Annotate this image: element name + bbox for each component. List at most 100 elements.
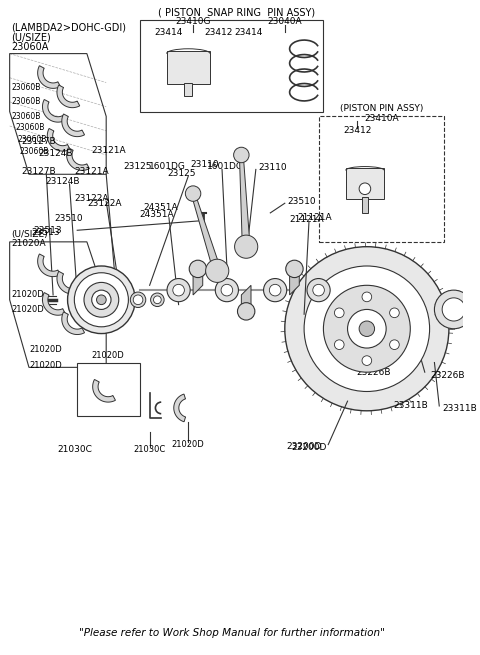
Bar: [184, 83, 192, 96]
Circle shape: [151, 293, 164, 307]
Text: 23060B: 23060B: [19, 147, 48, 156]
Circle shape: [434, 290, 473, 329]
Text: 24351A: 24351A: [143, 202, 178, 212]
Circle shape: [335, 340, 344, 350]
Text: 21020D: 21020D: [92, 351, 124, 360]
Text: 23412: 23412: [204, 28, 232, 37]
Text: 23124B: 23124B: [38, 149, 73, 158]
Text: 23121A: 23121A: [74, 167, 109, 176]
Text: 23513: 23513: [31, 228, 60, 236]
Circle shape: [362, 356, 372, 365]
Circle shape: [74, 272, 128, 327]
Text: 23060B: 23060B: [15, 123, 45, 132]
Polygon shape: [57, 85, 80, 107]
Text: 23060B: 23060B: [12, 83, 41, 92]
Circle shape: [335, 308, 344, 318]
Circle shape: [285, 247, 449, 411]
Text: 23060B: 23060B: [12, 98, 41, 106]
Polygon shape: [241, 286, 251, 316]
Text: 21030C: 21030C: [133, 445, 166, 454]
Circle shape: [238, 303, 255, 320]
Bar: [140, 20, 324, 111]
Polygon shape: [37, 66, 60, 88]
Circle shape: [167, 278, 190, 302]
Circle shape: [269, 284, 281, 296]
Text: 1601DG: 1601DG: [206, 162, 243, 171]
Text: 21020D: 21020D: [29, 345, 62, 354]
Text: 23414: 23414: [155, 28, 183, 37]
Circle shape: [390, 308, 399, 318]
Polygon shape: [62, 114, 84, 137]
Circle shape: [286, 260, 303, 278]
Circle shape: [235, 235, 258, 258]
Text: 23410G: 23410G: [175, 17, 211, 26]
Text: 21020D: 21020D: [29, 361, 62, 370]
Circle shape: [133, 295, 143, 305]
Circle shape: [173, 284, 184, 296]
Circle shape: [359, 183, 371, 195]
Polygon shape: [62, 312, 84, 335]
Circle shape: [307, 278, 330, 302]
Circle shape: [216, 278, 239, 302]
Text: 23200D: 23200D: [287, 442, 322, 451]
Circle shape: [304, 266, 430, 392]
Circle shape: [390, 340, 399, 350]
Text: 23122A: 23122A: [74, 194, 109, 203]
Circle shape: [84, 282, 119, 317]
Text: 23226B: 23226B: [356, 367, 391, 377]
Circle shape: [68, 266, 135, 333]
Circle shape: [189, 260, 206, 278]
Polygon shape: [191, 193, 221, 272]
Text: 21121A: 21121A: [297, 214, 332, 222]
Text: 23110: 23110: [259, 163, 288, 172]
Text: 23040A: 23040A: [267, 17, 302, 26]
Circle shape: [359, 321, 374, 337]
Circle shape: [92, 290, 111, 309]
Text: 21020A: 21020A: [12, 239, 46, 248]
Text: 21030C: 21030C: [57, 445, 92, 454]
Text: 21121A: 21121A: [290, 215, 324, 224]
Bar: [346, 168, 384, 199]
Polygon shape: [289, 264, 299, 295]
Bar: [167, 50, 210, 84]
Text: 24351A: 24351A: [139, 210, 174, 219]
Polygon shape: [43, 293, 65, 315]
Text: 23110: 23110: [191, 160, 219, 169]
Bar: [319, 117, 444, 242]
Polygon shape: [48, 128, 70, 151]
Text: 23121A: 23121A: [92, 145, 126, 155]
Circle shape: [205, 259, 229, 282]
Text: 23412: 23412: [343, 126, 372, 136]
Text: (U/SIZE): (U/SIZE): [12, 32, 51, 42]
Circle shape: [324, 286, 410, 372]
Bar: [362, 197, 368, 213]
Polygon shape: [37, 254, 60, 276]
Text: 23513: 23513: [34, 226, 62, 234]
Circle shape: [221, 284, 233, 296]
Circle shape: [96, 295, 106, 305]
Text: 23410A: 23410A: [364, 114, 399, 122]
Text: 23311B: 23311B: [442, 404, 477, 413]
Text: 23125: 23125: [167, 169, 196, 178]
Text: ( PISTON  SNAP RING  PIN ASSY): ( PISTON SNAP RING PIN ASSY): [158, 7, 315, 17]
Text: 23124B: 23124B: [46, 177, 80, 185]
Polygon shape: [93, 379, 116, 402]
Polygon shape: [67, 148, 89, 170]
Text: 23122A: 23122A: [87, 198, 121, 208]
Circle shape: [131, 292, 146, 307]
Text: 23060B: 23060B: [12, 112, 41, 121]
Polygon shape: [240, 155, 250, 247]
Polygon shape: [193, 264, 203, 295]
Text: 23060B: 23060B: [17, 135, 47, 144]
Text: (PISTON PIN ASSY): (PISTON PIN ASSY): [340, 104, 423, 113]
Text: 23125: 23125: [124, 162, 152, 171]
Text: 23510: 23510: [288, 196, 316, 206]
Text: 23060A: 23060A: [12, 42, 49, 52]
Circle shape: [185, 186, 201, 201]
Circle shape: [264, 278, 287, 302]
Circle shape: [313, 284, 324, 296]
Circle shape: [348, 309, 386, 348]
Text: 21020D: 21020D: [12, 290, 44, 299]
Text: 23414: 23414: [234, 28, 262, 37]
Text: (U/SIZE): (U/SIZE): [12, 230, 48, 238]
